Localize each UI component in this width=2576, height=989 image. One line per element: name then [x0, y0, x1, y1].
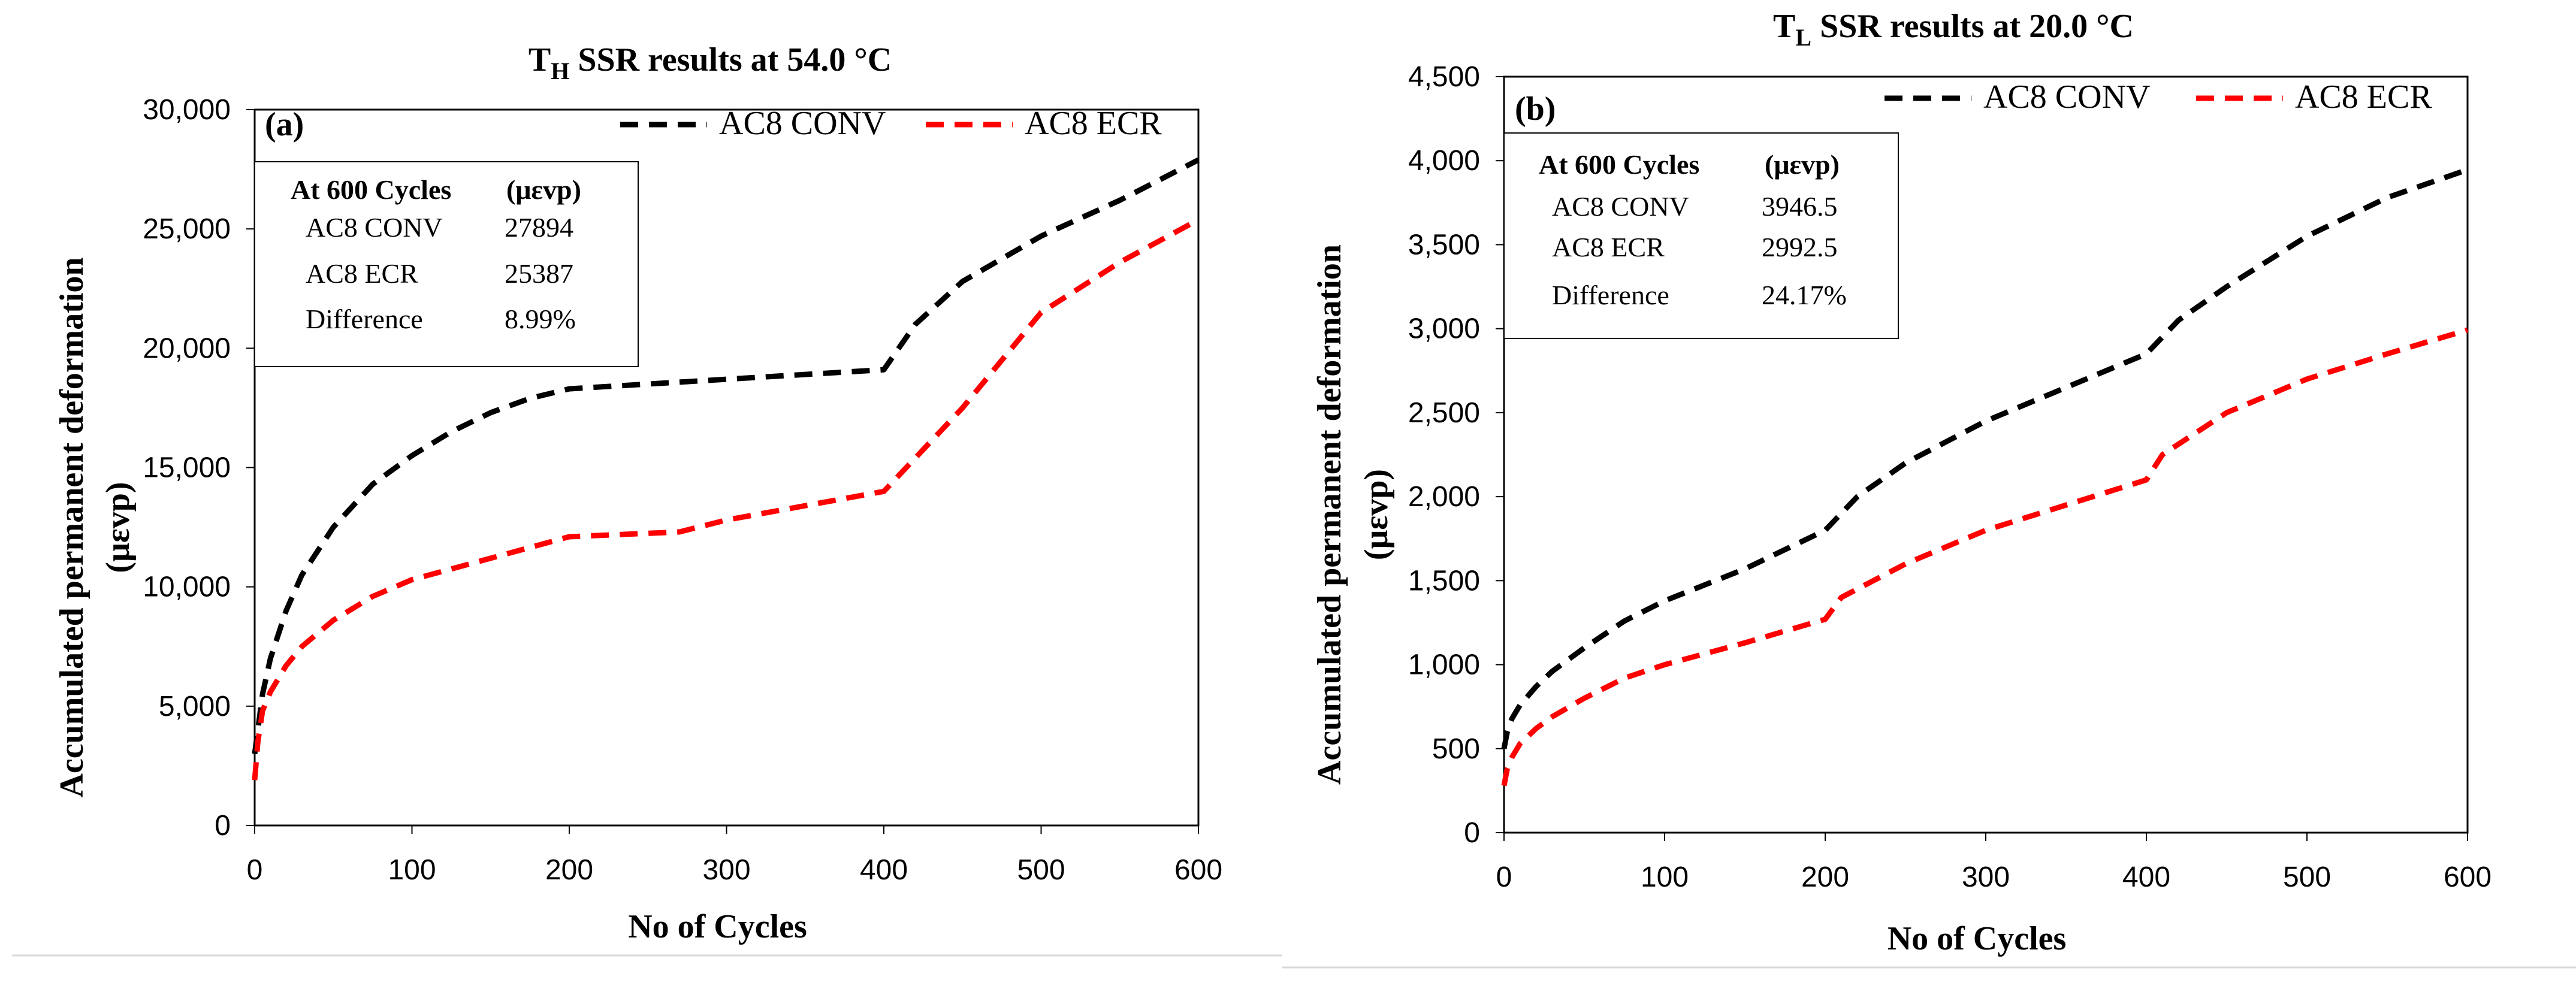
x-tick-label: 500 — [1017, 854, 1065, 886]
x-tick-label: 600 — [2444, 861, 2492, 893]
y-tick-label: 4,000 — [1408, 145, 1480, 177]
y-tick-label: 30,000 — [143, 94, 231, 126]
x-tick-label: 400 — [860, 854, 908, 886]
panel-letter: (a) — [265, 106, 304, 143]
table-header-unit: (μεvp) — [1765, 149, 1840, 180]
y-tick-label: 500 — [1432, 733, 1480, 765]
table-row-label: AC8 CONV — [306, 212, 443, 243]
x-tick-label: 300 — [1962, 861, 2010, 893]
table-row-label: AC8 CONV — [1552, 191, 1689, 222]
y-tick-label: 4,500 — [1408, 61, 1480, 93]
table-row-value: 8.99% — [505, 304, 576, 334]
x-tick-label: 300 — [702, 854, 750, 886]
table-row-value: 2992.5 — [1762, 232, 1838, 262]
table-header-cycles: At 600 Cycles — [1539, 149, 1699, 180]
x-tick-label: 500 — [2283, 861, 2331, 893]
panel-letter: (b) — [1515, 90, 1556, 128]
title-subscript: H — [551, 58, 569, 84]
table-row-value: 25387 — [505, 258, 573, 289]
y-tick-label: 2,000 — [1408, 481, 1480, 513]
y-tick-label: 25,000 — [143, 213, 231, 245]
y-axis-label-unit: (μεvp) — [99, 482, 137, 573]
y-tick-label: 2,500 — [1408, 397, 1480, 429]
inset-table-frame — [254, 161, 639, 367]
y-axis-label: Accumulated permanent deformation — [1311, 244, 1348, 785]
x-tick-label: 400 — [2122, 861, 2170, 893]
legend-label-ac8-ecr: AC8 ECR — [1025, 105, 1162, 142]
table-row-label: Difference — [1552, 280, 1669, 310]
table-row-label: AC8 ECR — [1552, 232, 1665, 262]
x-tick-label: 600 — [1174, 854, 1222, 886]
series-line-ac8-ecr — [1501, 327, 2469, 787]
x-axis-label: No of Cycles — [628, 908, 807, 945]
x-tick-label: 0 — [1496, 861, 1512, 893]
x-tick-label: 100 — [388, 854, 436, 886]
chart-a: TH SSR results at 54.0 °C 0 5,000 10,000 15,… — [12, 41, 1282, 957]
y-tick-label: 0 — [215, 810, 231, 842]
y-tick-label: 1,000 — [1408, 649, 1480, 681]
title-rest: SSR results at 20.0 °C — [1811, 8, 2134, 45]
legend-label-ac8-ecr: AC8 ECR — [2295, 78, 2432, 116]
table-row-label: AC8 ECR — [306, 258, 418, 289]
series-line-ac8-conv — [252, 157, 1200, 755]
table-row-value: 24.17% — [1762, 280, 1847, 310]
x-tick-label: 200 — [1801, 861, 1849, 893]
y-tick-label: 20,000 — [143, 332, 231, 364]
title-rest: SSR results at 54.0 °C — [569, 41, 892, 78]
table-header-cycles: At 600 Cycles — [291, 174, 451, 205]
series-line-ac8-ecr — [252, 217, 1200, 781]
chart-title: TH SSR results at 54.0 °C — [529, 41, 892, 84]
table-row-value: 27894 — [505, 212, 573, 243]
y-axis-label: Accumulated permanent deformation — [53, 257, 90, 797]
y-tick-label: 0 — [1464, 817, 1480, 849]
y-tick-label: 15,000 — [143, 452, 231, 484]
y-tick-label: 3,500 — [1408, 229, 1480, 261]
table-row-label: Difference — [306, 304, 423, 334]
title-main: T — [529, 41, 551, 78]
x-tick-label: 200 — [545, 854, 593, 886]
y-tick-label: 3,000 — [1408, 313, 1480, 345]
title-main: T — [1773, 8, 1795, 45]
chart-b: TL SSR results at 20.0 °C 0 500 1,000 1,500 2… — [1282, 8, 2576, 969]
legend-label-ac8-conv: AC8 CONV — [719, 105, 886, 142]
title-subscript: L — [1795, 24, 1811, 51]
table-header-unit: (μεvp) — [506, 174, 581, 205]
y-tick-label: 10,000 — [143, 571, 231, 603]
x-axis-label: No of Cycles — [1888, 920, 2067, 957]
y-axis-label-unit: (μεvp) — [1358, 469, 1395, 560]
x-tick-label: 0 — [247, 854, 263, 886]
y-tick-label: 1,500 — [1408, 565, 1480, 597]
x-tick-label: 100 — [1641, 861, 1689, 893]
inset-table-frame — [1503, 132, 1899, 339]
chart-title: TL SSR results at 20.0 °C — [1773, 8, 2134, 51]
y-tick-label: 5,000 — [159, 691, 231, 722]
table-row-value: 3946.5 — [1762, 191, 1838, 222]
legend-label-ac8-conv: AC8 CONV — [1983, 78, 2150, 116]
